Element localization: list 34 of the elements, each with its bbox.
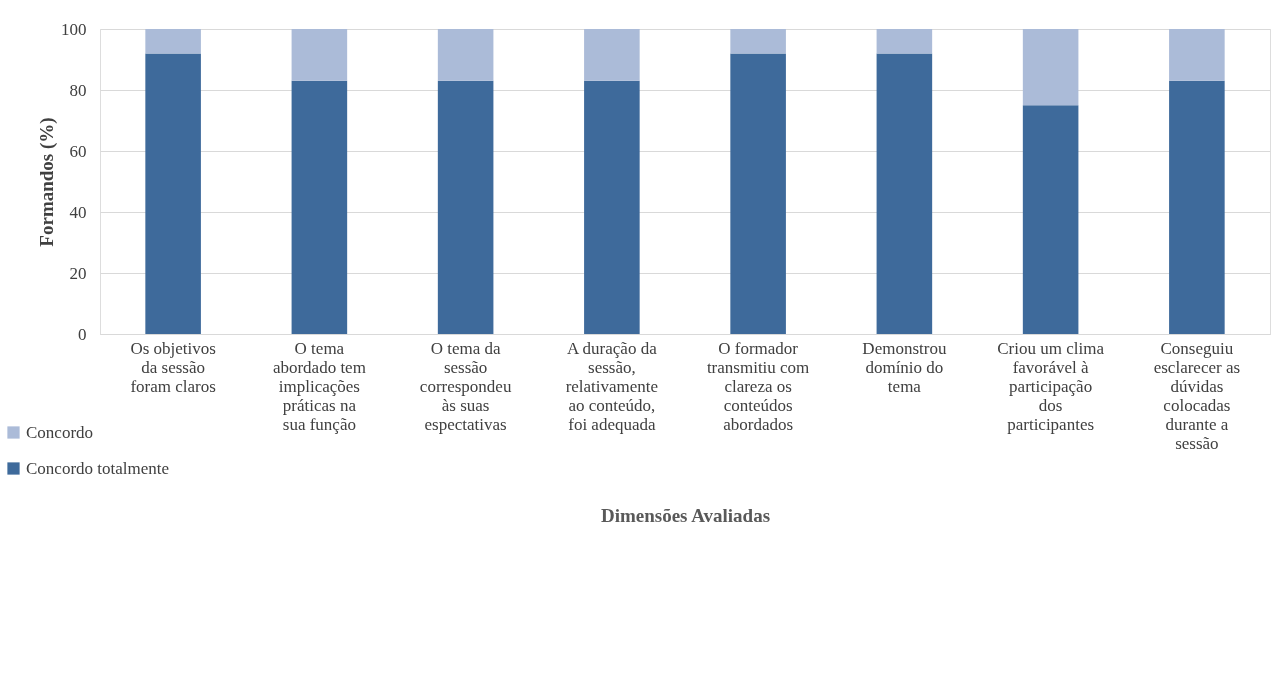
bar <box>145 29 201 54</box>
y-tick-label: 20 <box>69 263 87 283</box>
y-axis-title: Formandos (%) <box>36 117 58 247</box>
x-axis-title: Dimensões Avaliadas <box>600 504 771 526</box>
bar <box>584 80 640 334</box>
y-tick-label: 0 <box>78 324 87 344</box>
bar <box>437 29 494 81</box>
x-tick-label: O tema da sessão correspondeu às suas espectativas <box>419 338 512 434</box>
x-tick-label: O tema abordado tem implicações práticas na sua função <box>272 338 366 434</box>
bar <box>876 53 933 334</box>
bar <box>1022 29 1079 106</box>
x-tick-label: Os objetivos da sessão foram claros <box>130 338 216 396</box>
legend-label: Concordo totalmente <box>26 458 170 478</box>
bar <box>730 53 786 334</box>
y-tick-label: 40 <box>69 202 87 222</box>
x-tick-label: Criou um clima favorável à participação dos participantes <box>997 338 1105 434</box>
x-tick-label: Demonstrou domínio do tema <box>862 338 947 396</box>
x-tick-label: Conseguiu esclarecer as dúvidas colocadas durante a sessão <box>1153 338 1241 453</box>
bar <box>145 53 201 334</box>
bar <box>291 29 348 81</box>
bar <box>1169 29 1225 81</box>
x-tick-label: A duração da sessão, relativamente ao conteúdo, foi adequada <box>565 338 659 434</box>
bar <box>291 80 348 334</box>
legend-label: Concordo <box>26 422 94 442</box>
y-tick-label: 60 <box>69 141 87 161</box>
x-tick-label: O formador transmitiu com clareza os conteúdos abordados <box>706 338 810 434</box>
y-tick-label: 100 <box>61 19 87 39</box>
bar <box>876 29 933 54</box>
bar <box>1169 80 1225 334</box>
bar <box>584 29 640 81</box>
bar <box>1022 105 1079 334</box>
bar <box>730 29 786 54</box>
y-tick-label: 80 <box>69 80 87 100</box>
bar <box>437 80 494 334</box>
